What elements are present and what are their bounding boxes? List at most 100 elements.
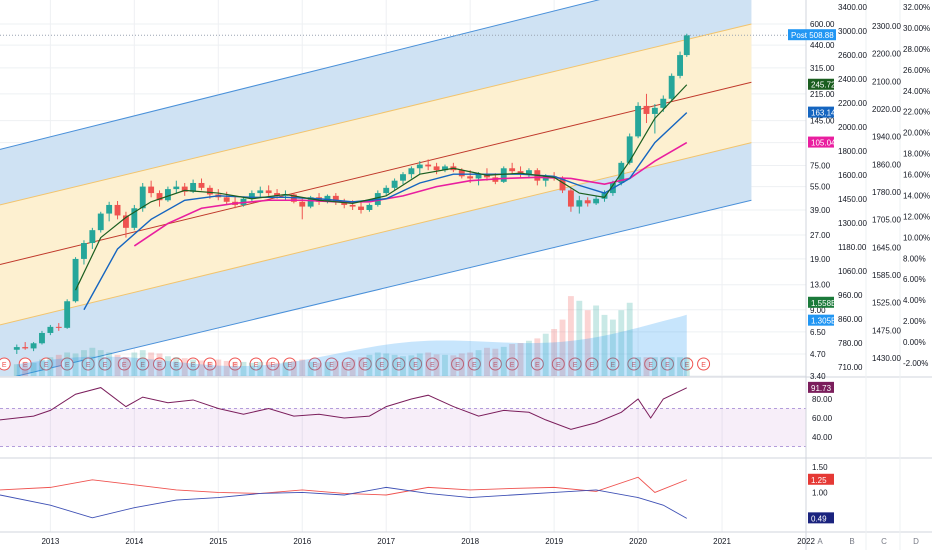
earnings-marker[interactable] (451, 357, 465, 371)
candle-body[interactable] (358, 206, 364, 210)
earnings-marker[interactable] (551, 357, 565, 371)
candle-body[interactable] (332, 195, 339, 202)
earnings-marker[interactable] (530, 357, 544, 371)
earnings-marker[interactable] (680, 357, 694, 371)
earnings-marker[interactable] (308, 357, 322, 371)
earnings-marker[interactable] (660, 357, 674, 371)
candle-body[interactable] (643, 105, 650, 114)
candle-body[interactable] (106, 204, 113, 214)
candle-body[interactable] (122, 215, 129, 228)
candle-body[interactable] (584, 200, 591, 204)
candle-body[interactable] (433, 166, 440, 171)
earnings-marker[interactable] (203, 357, 217, 371)
oscillator-pane[interactable] (0, 476, 687, 519)
candle-body[interactable] (316, 197, 322, 202)
candle-body[interactable] (677, 55, 684, 76)
earnings-marker[interactable] (117, 357, 131, 371)
candle-body[interactable] (248, 193, 255, 199)
candle-body[interactable] (299, 201, 306, 207)
earnings-marker[interactable] (341, 357, 355, 371)
earnings-marker[interactable] (392, 357, 406, 371)
price-pane[interactable]: EEEEEEEEEEEEEEEEEEEEEEEEEEEEEEEEEEEEEE (0, 0, 807, 532)
candle-body[interactable] (475, 174, 482, 179)
earnings-marker[interactable] (488, 357, 502, 371)
candle-body[interactable] (635, 105, 642, 137)
candle-body[interactable] (47, 326, 54, 333)
candle-body[interactable] (173, 186, 180, 190)
candle-body[interactable] (349, 204, 356, 207)
earnings-marker[interactable] (136, 357, 150, 371)
earnings-marker[interactable] (585, 357, 599, 371)
candle-body[interactable] (683, 35, 690, 56)
earnings-marker[interactable] (568, 357, 582, 371)
earnings-marker[interactable] (505, 357, 519, 371)
earnings-marker[interactable] (283, 357, 297, 371)
candle-body[interactable] (576, 200, 583, 207)
candle-body[interactable] (81, 243, 87, 259)
earnings-marker[interactable] (169, 357, 183, 371)
earnings-marker[interactable] (98, 357, 112, 371)
candle-body[interactable] (567, 190, 574, 207)
candle-body[interactable] (39, 332, 45, 344)
candle-body[interactable] (181, 186, 188, 192)
candle-body[interactable] (131, 208, 138, 228)
candle-body[interactable] (22, 347, 29, 349)
candle-body[interactable] (274, 193, 281, 196)
candle-body[interactable] (265, 190, 272, 194)
candle-body[interactable] (156, 193, 163, 201)
candle-body[interactable] (114, 204, 121, 216)
candle-body[interactable] (366, 204, 373, 210)
candle-body[interactable] (282, 194, 289, 196)
candle-body[interactable] (257, 190, 264, 194)
candle-body[interactable] (542, 176, 549, 181)
candle-body[interactable] (89, 230, 96, 244)
candle-body[interactable] (668, 75, 675, 99)
candle-body[interactable] (525, 170, 532, 175)
earnings-marker[interactable] (375, 357, 389, 371)
candle-body[interactable] (30, 343, 37, 349)
candle-body[interactable] (425, 164, 432, 167)
candle-body[interactable] (97, 213, 104, 231)
candle-body[interactable] (13, 347, 20, 350)
earnings-marker[interactable] (153, 357, 167, 371)
candle-body[interactable] (660, 98, 667, 108)
earnings-marker[interactable] (60, 357, 74, 371)
candle-body[interactable] (593, 198, 600, 204)
earnings-marker[interactable] (249, 357, 263, 371)
candle-body[interactable] (442, 166, 448, 171)
candle-body[interactable] (206, 187, 213, 195)
candle-body[interactable] (400, 174, 406, 181)
earnings-marker[interactable] (697, 357, 711, 371)
candle-body[interactable] (651, 107, 658, 114)
rsi-pane[interactable] (0, 387, 806, 447)
earnings-marker[interactable] (627, 357, 641, 371)
earnings-marker[interactable] (644, 357, 658, 371)
candle-body[interactable] (307, 197, 314, 207)
earnings-marker[interactable] (39, 357, 53, 371)
candle-body[interactable] (391, 180, 398, 188)
earnings-marker[interactable] (409, 357, 423, 371)
candle-body[interactable] (148, 186, 155, 194)
candle-body[interactable] (164, 189, 171, 201)
candle-body[interactable] (559, 178, 566, 191)
candle-body[interactable] (55, 326, 62, 328)
earnings-marker[interactable] (325, 357, 339, 371)
candle-body[interactable] (416, 164, 423, 169)
candle-body[interactable] (383, 187, 390, 194)
earnings-marker[interactable] (606, 357, 620, 371)
candle-body[interactable] (500, 168, 507, 182)
candle-body[interactable] (72, 258, 79, 302)
earnings-marker[interactable] (358, 357, 372, 371)
candle-body[interactable] (458, 170, 465, 177)
candle-body[interactable] (467, 176, 474, 179)
candle-body[interactable] (626, 136, 633, 163)
candle-body[interactable] (509, 168, 516, 172)
earnings-marker[interactable] (0, 357, 11, 371)
earnings-marker[interactable] (425, 357, 439, 371)
candle-body[interactable] (198, 182, 205, 188)
candle-body[interactable] (223, 197, 230, 202)
candle-body[interactable] (139, 186, 146, 209)
candle-body[interactable] (190, 182, 197, 192)
